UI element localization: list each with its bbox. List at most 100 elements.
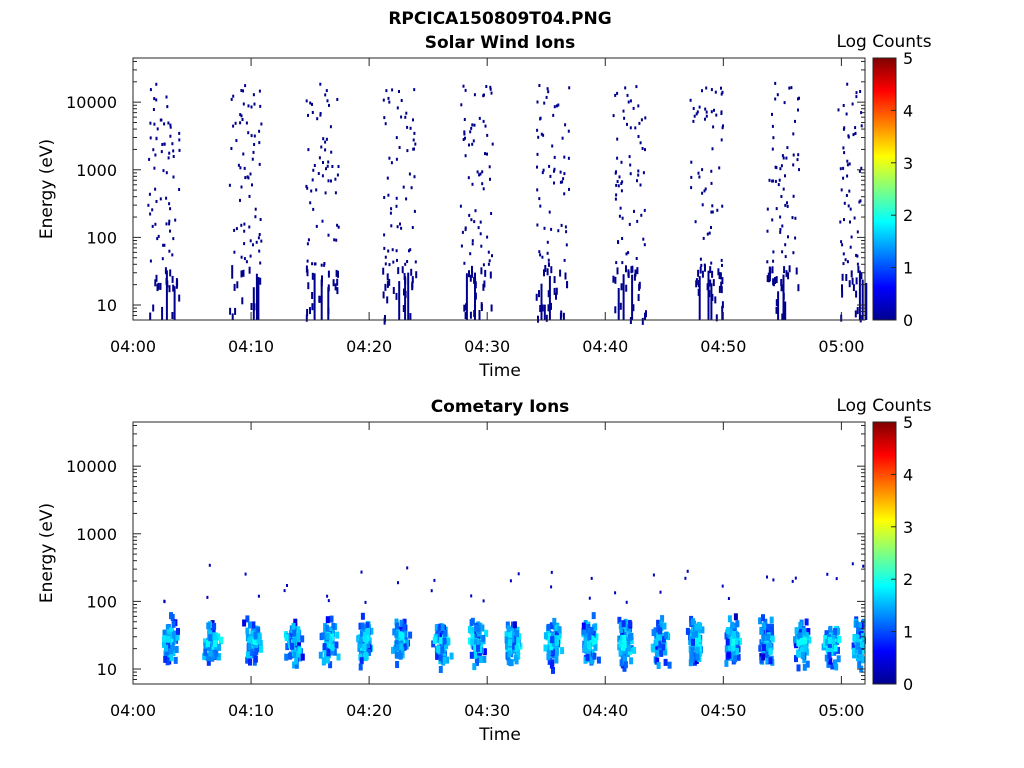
heatmap-cell xyxy=(291,646,296,654)
heatmap-cell xyxy=(714,90,717,94)
heatmap-cell xyxy=(312,207,315,211)
heatmap-cell xyxy=(806,628,811,635)
heatmap-cell xyxy=(285,643,290,651)
heatmap-cell xyxy=(169,635,174,643)
heatmap-cell xyxy=(232,94,235,98)
heatmap-cell xyxy=(292,635,297,643)
heatmap-cell xyxy=(536,128,539,132)
heatmap-cell xyxy=(243,257,246,261)
heatmap-cell xyxy=(174,646,179,653)
heatmap-cell xyxy=(836,646,840,654)
heatmap-cell xyxy=(622,635,627,642)
heatmap-cell xyxy=(305,314,308,322)
x-ticks: 04:00 04:10 04:20 04:30 04:40 04:50 05:00 xyxy=(110,58,864,356)
heatmap-cell xyxy=(553,155,556,159)
heatmap-cell xyxy=(785,270,788,278)
heatmap-cell xyxy=(473,639,478,647)
heatmap-cell xyxy=(694,220,697,224)
heatmap-cell xyxy=(640,118,643,122)
heatmap-cell xyxy=(699,257,702,261)
heatmap-cell xyxy=(792,251,795,255)
heatmap-cell xyxy=(724,645,729,653)
heatmap-cell xyxy=(149,312,152,320)
heatmap-cell xyxy=(337,225,340,229)
heatmap-cell xyxy=(400,226,403,230)
heatmap-cell xyxy=(780,279,783,286)
heatmap-cell xyxy=(256,636,261,644)
heatmap-cell xyxy=(366,641,371,649)
heatmap-cell xyxy=(764,650,769,658)
heatmap-cell xyxy=(716,208,719,212)
heatmap-cell xyxy=(557,103,560,107)
heatmap-cell xyxy=(292,661,297,669)
heatmap-cell xyxy=(629,657,634,665)
heatmap-cell xyxy=(860,646,865,654)
heatmap-cell xyxy=(627,251,630,255)
heatmap-cell xyxy=(253,655,258,663)
heatmap-cell xyxy=(767,272,770,280)
heatmap-cell xyxy=(382,98,385,102)
heatmap-cell xyxy=(163,122,166,126)
heatmap-cell xyxy=(487,250,490,254)
colorbar-tick-label: 5 xyxy=(903,49,913,68)
heatmap-cell xyxy=(727,615,732,623)
heatmap-cell xyxy=(258,141,261,145)
heatmap-cell xyxy=(212,622,217,630)
heatmap-cell xyxy=(615,261,618,265)
heatmap-cell xyxy=(709,266,712,274)
heatmap-cell xyxy=(621,237,624,240)
heatmap-cell xyxy=(547,90,550,94)
heatmap-cell xyxy=(399,222,401,226)
heatmap-cell xyxy=(537,315,539,323)
heatmap-cell xyxy=(257,632,262,640)
heatmap-cell xyxy=(703,189,706,193)
heatmap-cell xyxy=(155,82,158,86)
heatmap-cell xyxy=(796,639,801,647)
heatmap-cell xyxy=(505,621,510,629)
heatmap-cell xyxy=(387,96,390,100)
heatmap-cell xyxy=(324,140,327,144)
heatmap-cell xyxy=(484,152,486,156)
heatmap-cell xyxy=(482,263,485,267)
y-tick-label: 10 xyxy=(97,296,117,315)
heatmap-cell xyxy=(851,642,856,650)
heatmap-cell xyxy=(553,105,556,109)
heatmap-cell xyxy=(387,193,390,197)
heatmap-cell xyxy=(254,647,259,655)
heatmap-cell xyxy=(467,626,472,633)
heatmap-cell xyxy=(842,252,845,256)
heatmap-cell xyxy=(482,119,485,123)
heatmap-cell xyxy=(824,635,829,643)
heatmap-cell xyxy=(203,638,207,646)
heatmap-cell xyxy=(156,127,159,131)
heatmap-cell xyxy=(778,178,781,182)
heatmap-cell xyxy=(833,628,838,635)
heatmap-cell xyxy=(164,644,169,652)
heatmap-cell xyxy=(626,638,631,646)
heatmap-cell xyxy=(328,636,333,644)
heatmap-cell xyxy=(832,648,837,656)
cometary-panel: Cometary Ions Energy (eV) Time 04:00 04:1… xyxy=(37,396,932,745)
heatmap-cell xyxy=(621,261,624,265)
heatmap-cell xyxy=(476,170,479,174)
heatmap-cell xyxy=(411,276,414,284)
heatmap-cell xyxy=(253,638,258,645)
heatmap-cell xyxy=(775,166,778,170)
heatmap-cell xyxy=(216,653,221,661)
heatmap-cell xyxy=(517,572,520,576)
heatmap-cell xyxy=(766,260,769,264)
heatmap-cell xyxy=(616,137,619,141)
heatmap-cell xyxy=(538,84,541,87)
heatmap-cell xyxy=(629,163,632,167)
heatmap-cell xyxy=(508,639,512,647)
heatmap-cell xyxy=(641,147,644,150)
heatmap-cell xyxy=(854,310,857,318)
heatmap-cell xyxy=(792,163,795,167)
heatmap-cell xyxy=(563,172,566,176)
heatmap-cell xyxy=(248,636,253,644)
heatmap-cell xyxy=(721,277,724,285)
heatmap-cell xyxy=(411,281,414,289)
heatmap-cell xyxy=(553,181,555,185)
heatmap-cell xyxy=(248,194,251,198)
heatmap-cell xyxy=(690,656,695,664)
